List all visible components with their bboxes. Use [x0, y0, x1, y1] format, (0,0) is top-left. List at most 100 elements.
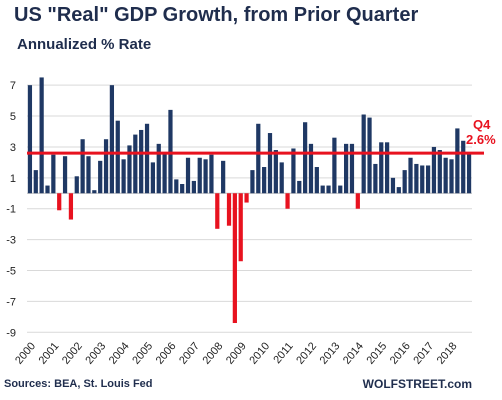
x-tick-label: 2018: [435, 340, 460, 366]
bar: [437, 150, 442, 194]
bar: [238, 193, 243, 262]
x-tick-label: 2013: [318, 340, 343, 366]
bar: [402, 170, 407, 194]
bar: [232, 193, 237, 324]
bar: [139, 129, 144, 194]
bar: [455, 128, 460, 194]
source-note: Sources: BEA, St. Louis Fed: [4, 378, 153, 390]
bar: [103, 139, 109, 194]
y-tick-label: -3: [6, 235, 16, 247]
y-tick-label: 3: [10, 142, 16, 154]
bar: [420, 165, 425, 194]
x-tick-label: 2006: [154, 340, 179, 366]
bar: [74, 176, 79, 194]
x-tick-label: 2002: [60, 340, 85, 366]
y-axis: -9 -7 -5 -3 -1 1 3 5 7: [6, 80, 16, 339]
y-tick-label: -7: [6, 296, 16, 308]
bar: [127, 145, 132, 194]
bar: [185, 157, 191, 194]
x-tick-label: 2015: [364, 340, 389, 366]
reference-value-label: 2.6%: [466, 132, 496, 147]
brand-watermark: WOLFSTREET.com: [362, 377, 472, 391]
bar: [80, 139, 85, 194]
bar: [86, 156, 91, 194]
bar: [431, 146, 437, 194]
bar: [425, 165, 431, 194]
bar: [396, 187, 401, 194]
bar: [144, 123, 150, 194]
y-tick-label: 5: [10, 111, 16, 123]
bar: [109, 85, 115, 194]
bar: [414, 163, 419, 194]
x-tick-label: 2003: [83, 340, 108, 366]
grid-lines: [27, 84, 472, 333]
x-tick-label: 2009: [224, 340, 249, 366]
bar: [332, 137, 337, 194]
x-tick-label: 2010: [247, 340, 272, 366]
bar: [98, 160, 103, 194]
bar: [221, 160, 226, 194]
bar: [355, 193, 360, 209]
bar: [121, 159, 126, 194]
x-tick-label: 2008: [201, 340, 226, 366]
bar: [297, 180, 302, 194]
x-axis: 2000200120022003200420052006200720082009…: [13, 340, 460, 366]
x-tick-label: 2011: [271, 340, 295, 366]
bar: [68, 193, 74, 220]
bar: [303, 122, 308, 194]
x-tick-label: 2000: [13, 340, 38, 366]
x-tick-label: 2007: [177, 340, 202, 366]
bar: [33, 170, 38, 194]
bar: [326, 185, 331, 194]
bar: [367, 117, 372, 194]
bar: [156, 143, 161, 194]
y-tick-label: 7: [10, 80, 16, 92]
bar: [51, 154, 56, 194]
bar: [226, 193, 232, 226]
x-tick-label: 2012: [294, 340, 319, 366]
reference-quarter-label: Q4: [473, 117, 491, 132]
y-tick-label: -5: [6, 266, 16, 278]
x-tick-label: 2005: [130, 340, 155, 366]
chart-subtitle: Annualized % Rate: [17, 36, 152, 53]
bar: [191, 180, 196, 194]
bar: [250, 170, 255, 194]
bar: [384, 142, 390, 194]
bar: [256, 123, 261, 194]
bar: [180, 184, 185, 194]
bar: [133, 134, 138, 194]
bar: [408, 157, 413, 194]
bar: [308, 143, 314, 194]
bar: [244, 193, 249, 203]
bar: [168, 109, 173, 194]
bar: [39, 77, 44, 194]
bar: [150, 162, 155, 194]
bar: [215, 193, 220, 229]
bar: [314, 167, 319, 194]
bar: [209, 154, 214, 194]
bar: [267, 133, 273, 194]
reference-line-group: Q42.6%: [27, 117, 496, 155]
bar: [57, 193, 62, 211]
y-tick-label: -1: [6, 204, 16, 216]
bar: [45, 185, 50, 194]
bar: [273, 150, 278, 194]
bar: [320, 185, 325, 194]
bar: [92, 190, 97, 194]
bar: [162, 153, 167, 194]
bar: [461, 140, 466, 194]
chart-title: US "Real" GDP Growth, from Prior Quarter: [14, 4, 419, 26]
y-tick-label: -9: [6, 327, 16, 339]
bar: [338, 185, 343, 194]
x-tick-label: 2016: [388, 340, 413, 366]
bar: [291, 148, 296, 194]
bar: [197, 157, 202, 194]
bar: [466, 153, 472, 194]
x-tick-label: 2001: [37, 340, 62, 366]
bar: [344, 143, 349, 194]
bar: [285, 193, 290, 209]
bars: [27, 77, 472, 324]
bar: [373, 163, 378, 194]
bar: [62, 156, 68, 194]
